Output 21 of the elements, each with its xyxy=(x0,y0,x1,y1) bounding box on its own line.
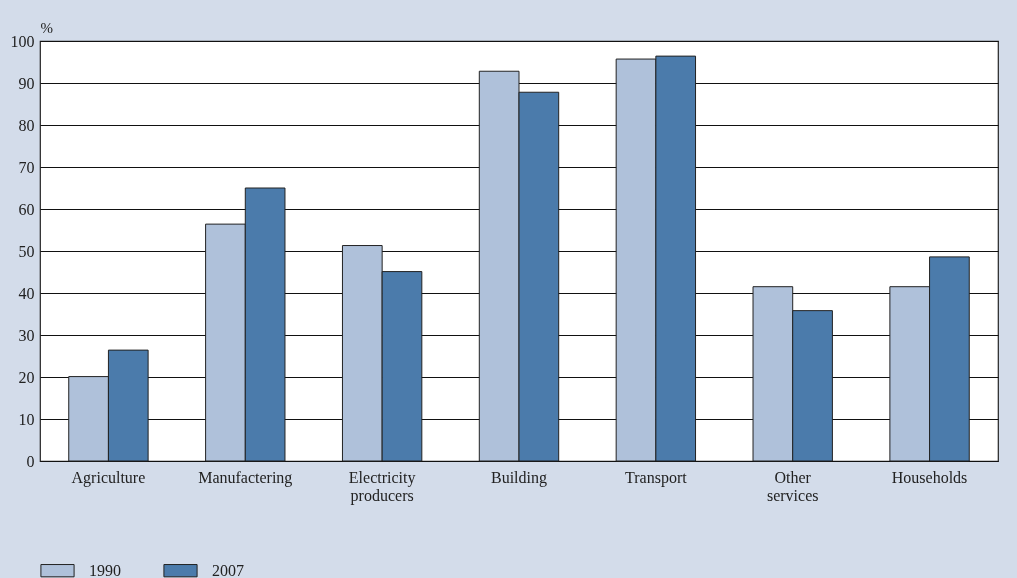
y-tick-label: 70 xyxy=(18,158,35,176)
legend-label: 1990 xyxy=(89,561,121,578)
legend-label: 2007 xyxy=(212,561,244,578)
x-tick-label: Transport xyxy=(625,468,688,487)
y-tick-label: 100 xyxy=(10,32,35,50)
y-tick-label: 30 xyxy=(18,326,35,344)
y-tick-label: 80 xyxy=(18,116,35,134)
y-tick-label: 40 xyxy=(18,284,35,302)
x-tick-label: Manufactering xyxy=(198,468,293,487)
x-tick-label: Agriculture xyxy=(71,468,146,487)
x-tick-label: Other services xyxy=(766,468,819,504)
y-tick-label: 50 xyxy=(18,242,35,260)
x-tick-label: Households xyxy=(891,468,968,486)
y-tick-label: 0 xyxy=(26,452,35,470)
y-tick-label: 90 xyxy=(18,74,35,92)
y-tick-label: 10 xyxy=(18,410,35,428)
y-tick-label: 60 xyxy=(18,200,35,218)
x-tick-label: Building xyxy=(490,468,548,487)
y-tick-label: 20 xyxy=(18,368,35,386)
x-tick-label: Electricity producers xyxy=(348,468,416,505)
y-axis-title: % xyxy=(40,19,53,36)
